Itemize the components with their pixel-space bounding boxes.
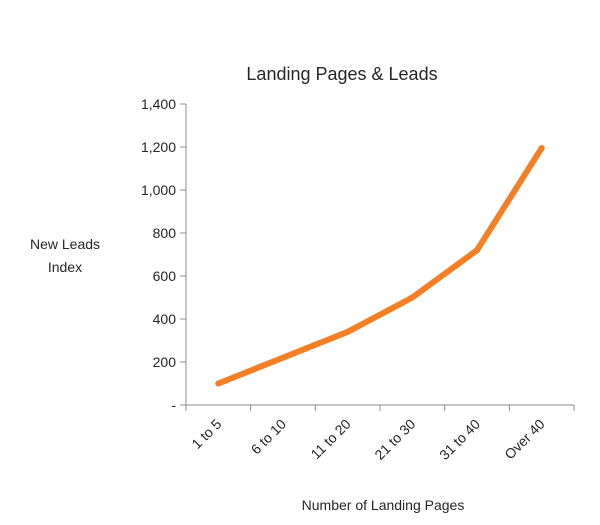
data-point [474, 247, 480, 254]
x-tick-label: 6 to 10 [248, 416, 290, 458]
y-tick-label: 1,200 [141, 139, 176, 155]
series-group [215, 145, 545, 387]
y-tick-label: 800 [153, 225, 177, 241]
x-tick-label: 11 to 20 [307, 416, 354, 463]
y-tick-label: 1,400 [141, 96, 176, 112]
chart-title: Landing Pages & Leads [246, 64, 437, 84]
y-axis-label-line-2: Index [48, 259, 82, 275]
data-point [538, 145, 545, 152]
y-tick-label: - [171, 397, 176, 413]
x-axis-label: Number of Landing Pages [302, 497, 465, 513]
y-tick-label: 200 [153, 354, 177, 370]
y-tick-label: 600 [153, 268, 177, 284]
x-tick-label: 1 to 5 [188, 416, 224, 452]
x-tick-label: Over 40 [501, 416, 548, 463]
x-tick-label: 31 to 40 [436, 416, 483, 463]
y-tick-label: 400 [153, 311, 177, 327]
data-point [215, 380, 222, 387]
x-tick-label: 21 to 30 [371, 416, 418, 463]
series-line [215, 145, 545, 387]
x-axis: 1 to 5 6 to 10 11 to 20 21 to 30 31 to 40 Ove… [185, 404, 575, 463]
y-tick-label: 1,000 [141, 182, 176, 198]
data-point [344, 328, 351, 335]
y-axis-label: New Leads Index [30, 236, 100, 275]
data-point [280, 354, 286, 361]
data-point [409, 294, 416, 301]
y-axis-label-line-1: New Leads [30, 236, 100, 252]
y-axis: - 200 400 600 800 1,000 1,200 1,400 [141, 96, 187, 413]
